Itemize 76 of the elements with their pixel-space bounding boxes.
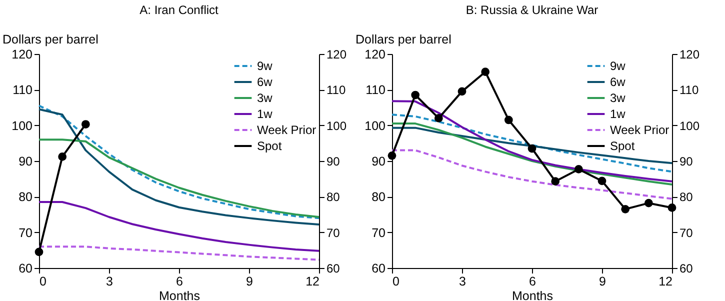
- point: [668, 204, 676, 212]
- y2-tick-label: 60: [326, 262, 340, 276]
- y-tick-label: 80: [372, 190, 386, 204]
- point: [644, 198, 653, 208]
- legend-label: 9w: [257, 59, 273, 73]
- line-series: [38, 201, 320, 252]
- point: [481, 68, 490, 76]
- y-tick-label: 80: [18, 190, 33, 204]
- y-tick-label: 70: [372, 226, 386, 240]
- legend-label: 1w: [610, 107, 626, 121]
- point: [574, 165, 583, 174]
- legend-label: 1w: [257, 107, 273, 121]
- point: [458, 87, 466, 96]
- y2-tick-label: 90: [680, 154, 694, 168]
- y2-tick-label: 70: [680, 226, 694, 240]
- y-axis-title: Dollars per barrel: [356, 32, 452, 46]
- legend-label: 9w: [610, 59, 626, 73]
- y-tick-label: 90: [18, 154, 33, 168]
- y2-tick-label: 100: [326, 118, 347, 133]
- y-tick-label: 120: [12, 48, 33, 62]
- line-series: [391, 126, 673, 164]
- point: [621, 204, 630, 214]
- x-tick-label: 3: [106, 274, 114, 288]
- y2-tick-label: 120: [326, 48, 347, 62]
- point: [434, 114, 443, 122]
- y2-tick-label: 80: [326, 190, 340, 204]
- chart-title: B: Russia & Ukraine War: [466, 3, 598, 17]
- point: [598, 176, 606, 186]
- point: [388, 151, 396, 160]
- point: [81, 120, 90, 128]
- point: [58, 152, 67, 161]
- y-tick-label: 110: [366, 83, 386, 98]
- x-tick-label: 9: [246, 274, 254, 288]
- point: [411, 90, 420, 100]
- y-tick-label: 70: [18, 226, 33, 240]
- x-axis-title: Months: [512, 289, 553, 301]
- point: [34, 248, 44, 256]
- y2-tick-label: 60: [680, 262, 694, 276]
- chart-title: A: Iran Conflict: [140, 3, 220, 17]
- line-series: [391, 122, 673, 186]
- y2-tick-label: 70: [326, 226, 340, 240]
- y-tick-label: 100: [12, 118, 33, 133]
- x-axis-title: Months: [159, 289, 200, 301]
- legend-label: 3w: [257, 91, 273, 105]
- y-tick-label: 60: [18, 262, 33, 276]
- point: [528, 144, 536, 153]
- x-tick-label: 6: [529, 274, 536, 288]
- y2-tick-label: 110: [326, 83, 346, 98]
- y2-tick-label: 100: [680, 118, 700, 133]
- legend-label: Week Prior: [257, 123, 316, 137]
- y-axis-title: Dollars per barrel: [2, 32, 98, 46]
- y-tick-label: 110: [12, 83, 33, 98]
- y-tick-label: 120: [364, 48, 386, 62]
- y-tick-label: 100: [364, 118, 386, 133]
- y2-tick-label: 90: [326, 154, 340, 168]
- point: [504, 116, 513, 124]
- y-tick-label: 60: [372, 262, 386, 276]
- legend-label: Spot: [257, 139, 282, 153]
- y2-tick-label: 120: [680, 48, 700, 62]
- point: [551, 177, 560, 186]
- legend-label: 3w: [610, 91, 626, 105]
- y2-tick-label: 80: [680, 190, 694, 204]
- x-tick-label: 9: [599, 274, 606, 288]
- x-tick-label: 0: [40, 274, 46, 288]
- x-tick-label: 12: [658, 274, 673, 288]
- legend-label: Week Prior: [610, 123, 670, 137]
- line-series: [38, 138, 320, 218]
- legend-label: Spot: [610, 139, 636, 153]
- legend-label: 6w: [610, 75, 626, 89]
- y-tick-label: 90: [372, 154, 386, 168]
- x-tick-label: 12: [306, 274, 320, 288]
- x-tick-label: 0: [392, 274, 400, 288]
- legend-label: 6w: [257, 75, 273, 89]
- x-tick-label: 3: [459, 274, 466, 288]
- y2-tick-label: 110: [680, 83, 699, 98]
- x-tick-label: 6: [176, 274, 184, 288]
